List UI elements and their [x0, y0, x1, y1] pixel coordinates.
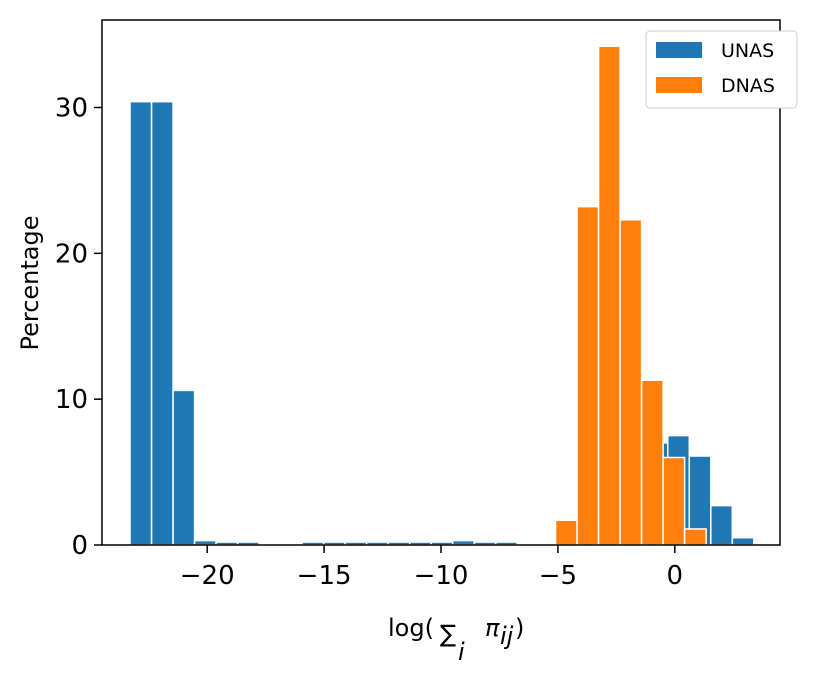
- bar-unas-28: [731, 536, 755, 546]
- bar-dnas-0: [554, 519, 578, 546]
- bar-dnas-4: [640, 379, 664, 546]
- bar-dnas-1: [576, 205, 600, 546]
- bars-layer: [129, 45, 755, 546]
- bar-dnas-3: [619, 219, 643, 546]
- x-axis-title-sum: ∑: [440, 620, 456, 648]
- x-axis-title-term-sub: ij: [500, 622, 514, 650]
- y-axis-ticks: 0 10 20 30: [55, 94, 102, 561]
- x-tick-label: −5: [539, 561, 577, 591]
- y-tick-label: 30: [55, 94, 88, 124]
- bar-unas-2: [172, 389, 196, 546]
- x-tick-label: −20: [180, 561, 235, 591]
- x-axis-title-prefix: log(: [388, 614, 434, 642]
- y-axis-title: Percentage: [16, 215, 44, 350]
- x-axis-ticks: −20 −15 −10 −5 0: [180, 545, 683, 591]
- legend-swatch-dnas: [656, 77, 702, 93]
- bar-dnas-6: [683, 528, 707, 546]
- legend: UNAS DNAS: [645, 30, 798, 109]
- x-axis-title-term: π: [485, 614, 500, 642]
- y-tick-label: 10: [55, 385, 88, 415]
- x-axis-title: log( ∑ i π ij ): [388, 614, 524, 666]
- y-tick-label: 20: [55, 239, 88, 269]
- x-tick-label: −15: [297, 561, 352, 591]
- y-tick-label: 0: [71, 531, 88, 561]
- bar-unas-1: [150, 100, 174, 546]
- x-tick-label: −10: [414, 561, 469, 591]
- legend-label-dnas: DNAS: [721, 75, 775, 97]
- bar-unas-27: [710, 504, 734, 546]
- bar-dnas-2: [597, 45, 621, 546]
- bar-unas-0: [129, 100, 153, 546]
- bar-dnas-5: [662, 456, 686, 546]
- x-axis-title-close: ): [515, 614, 524, 642]
- legend-label-unas: UNAS: [721, 40, 774, 62]
- x-axis-title-sum-sub: i: [458, 638, 465, 666]
- x-tick-label: 0: [667, 561, 684, 591]
- legend-swatch-unas: [656, 42, 702, 58]
